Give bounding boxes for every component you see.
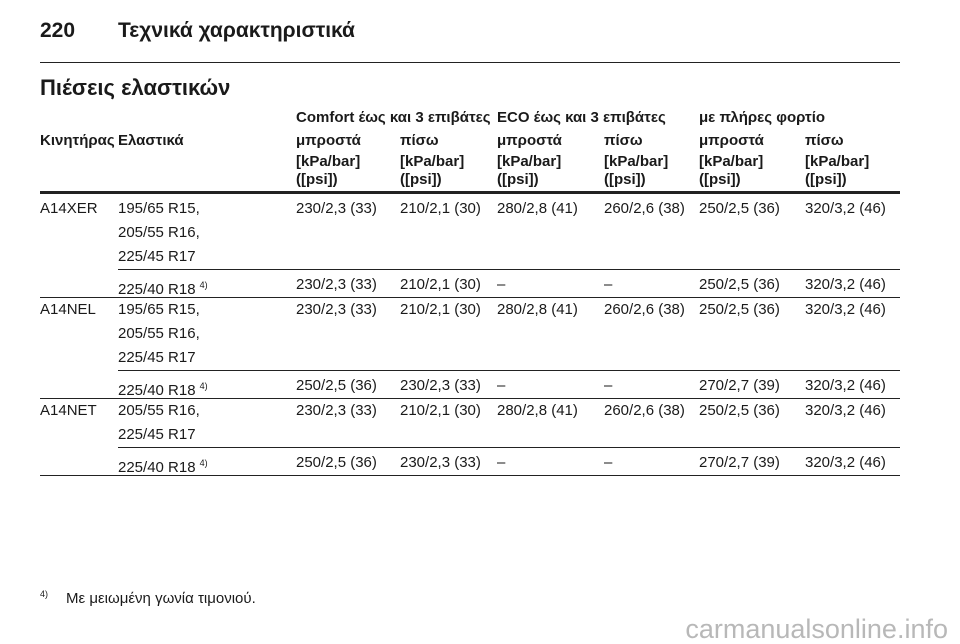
- pressure: –: [604, 276, 613, 293]
- unit-header: [kPa/bar]: [497, 153, 562, 170]
- pressure: –: [604, 377, 613, 394]
- footnote-ref: 4): [199, 458, 208, 468]
- tire-size: 205/55 R16,: [118, 224, 200, 241]
- rule: [118, 269, 900, 270]
- column-header: πίσω: [805, 132, 844, 149]
- pressure: 260/2,6 (38): [604, 301, 685, 318]
- pressure: –: [604, 454, 613, 471]
- pressure: 230/2,3 (33): [296, 200, 377, 217]
- tire-size: 225/45 R17: [118, 349, 196, 366]
- unit-header: [kPa/bar]: [699, 153, 764, 170]
- tire-size: 225/40 R18 4): [118, 280, 208, 298]
- pressure: 280/2,8 (41): [497, 200, 578, 217]
- pressure: 320/3,2 (46): [805, 200, 886, 217]
- group-header: ECO έως και 3 επιβάτες: [497, 109, 666, 126]
- pressure: 250/2,5 (36): [699, 276, 780, 293]
- unit-header: [kPa/bar]: [604, 153, 669, 170]
- pressure: 260/2,6 (38): [604, 200, 685, 217]
- pressure: –: [497, 377, 506, 394]
- pressure: 320/3,2 (46): [805, 301, 886, 318]
- pressure: 320/3,2 (46): [805, 377, 886, 394]
- column-header: μπροστά: [296, 132, 361, 149]
- pressure: 210/2,1 (30): [400, 301, 481, 318]
- pressure: 270/2,7 (39): [699, 454, 780, 471]
- engine: A14NET: [40, 402, 97, 419]
- section-title: Πιέσεις ελαστικών: [40, 75, 231, 100]
- rule: [40, 398, 900, 399]
- column-header: μπροστά: [497, 132, 562, 149]
- rule: [40, 191, 900, 194]
- pressure: 250/2,5 (36): [296, 454, 377, 471]
- pressure: 250/2,5 (36): [699, 200, 780, 217]
- footnote-marker: 4): [40, 589, 49, 599]
- tire-size: 225/40 R18 4): [118, 381, 208, 399]
- pressure: 320/3,2 (46): [805, 402, 886, 419]
- rule: [118, 447, 900, 448]
- tire-size: 195/65 R15,: [118, 200, 200, 217]
- tire-size: 195/65 R15,: [118, 301, 200, 318]
- unit-header: ([psi]): [699, 171, 741, 188]
- unit-header: ([psi]): [604, 171, 646, 188]
- pressure: 210/2,1 (30): [400, 402, 481, 419]
- tire-size: 225/40 R18 4): [118, 458, 208, 476]
- page-number: 220: [40, 19, 76, 42]
- engine: A14XER: [40, 200, 98, 217]
- page-title: Τεχνικά χαρακτηριστικά: [118, 19, 355, 42]
- pressure: 320/3,2 (46): [805, 276, 886, 293]
- pressure: 210/2,1 (30): [400, 276, 481, 293]
- pressure: 270/2,7 (39): [699, 377, 780, 394]
- column-header: πίσω: [604, 132, 643, 149]
- engine: A14NEL: [40, 301, 96, 318]
- footnote-text: Με μειωμένη γωνία τιμονιού.: [66, 590, 256, 607]
- rule: [118, 370, 900, 371]
- group-header: Comfort έως και 3 επιβάτες: [296, 109, 491, 126]
- unit-header: ([psi]): [805, 171, 847, 188]
- pressure: 280/2,8 (41): [497, 301, 578, 318]
- unit-header: [kPa/bar]: [296, 153, 361, 170]
- pressure: 230/2,3 (33): [296, 276, 377, 293]
- tire-size: 225/45 R17: [118, 248, 196, 265]
- pressure: 260/2,6 (38): [604, 402, 685, 419]
- pressure: 230/2,3 (33): [400, 377, 481, 394]
- unit-header: ([psi]): [400, 171, 442, 188]
- pressure: 320/3,2 (46): [805, 454, 886, 471]
- tire-size: 205/55 R16,: [118, 325, 200, 342]
- watermark: carmanualsonline.info: [685, 614, 948, 644]
- unit-header: [kPa/bar]: [805, 153, 870, 170]
- pressure: –: [497, 276, 506, 293]
- unit-header: ([psi]): [497, 171, 539, 188]
- pressure: 230/2,3 (33): [296, 301, 377, 318]
- rule: [40, 475, 900, 476]
- pressure: 280/2,8 (41): [497, 402, 578, 419]
- tire-size: 205/55 R16,: [118, 402, 200, 419]
- rule: [40, 62, 900, 63]
- rule: [40, 297, 900, 298]
- pressure: 210/2,1 (30): [400, 200, 481, 217]
- pressure: 250/2,5 (36): [296, 377, 377, 394]
- pressure: 230/2,3 (33): [296, 402, 377, 419]
- unit-header: ([psi]): [296, 171, 338, 188]
- pressure: –: [497, 454, 506, 471]
- pressure: 230/2,3 (33): [400, 454, 481, 471]
- column-header: μπροστά: [699, 132, 764, 149]
- pressure: 250/2,5 (36): [699, 301, 780, 318]
- tire-size: 225/45 R17: [118, 426, 196, 443]
- column-header: Ελαστικά: [118, 132, 184, 149]
- column-header: Κινητήρας: [40, 132, 115, 149]
- footnote-ref: 4): [199, 381, 208, 391]
- footnote-ref: 4): [199, 280, 208, 290]
- pressure: 250/2,5 (36): [699, 402, 780, 419]
- column-header: πίσω: [400, 132, 439, 149]
- group-header: με πλήρες φορτίο: [699, 109, 826, 126]
- unit-header: [kPa/bar]: [400, 153, 465, 170]
